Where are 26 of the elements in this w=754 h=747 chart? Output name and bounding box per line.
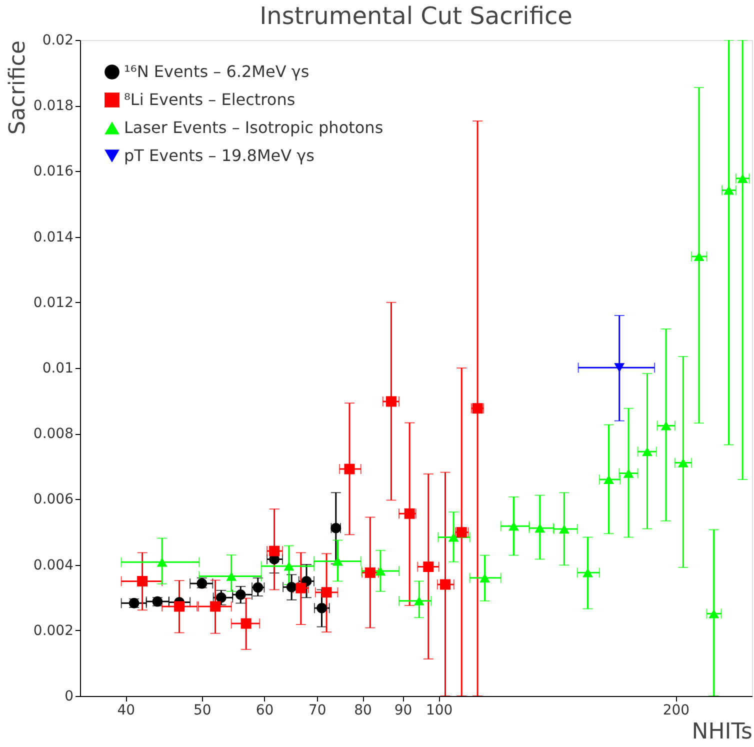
y-tick-label: 0.006 xyxy=(33,492,74,508)
legend-label: ⁸Li Events – Electrons xyxy=(124,90,296,109)
y-tick-label: 0.016 xyxy=(33,164,74,180)
x-tick-label: 70 xyxy=(308,702,326,718)
x-tick-label: 80 xyxy=(354,702,372,718)
y-tick-label: 0.002 xyxy=(33,622,74,639)
x-tick-label: 100 xyxy=(426,702,453,718)
x-axis-title: NHITs xyxy=(692,720,752,744)
x-tick-label: 60 xyxy=(256,702,274,718)
y-tick-label: 0.018 xyxy=(33,98,74,114)
y-tick-label: 0 xyxy=(64,688,74,704)
y-tick-label: 0.014 xyxy=(33,229,74,246)
legend-label: ¹⁶N Events – 6.2MeV γs xyxy=(124,62,310,81)
x-tick-label: 200 xyxy=(662,702,690,718)
y-tick-label: 0.01 xyxy=(42,360,74,376)
y-tick-label: 0.008 xyxy=(33,426,74,442)
x-tick-label: 40 xyxy=(117,702,136,718)
y-tick-label: 0.012 xyxy=(33,294,74,311)
legend-label: Laser Events – Isotropic photons xyxy=(124,118,384,137)
x-tick-label: 50 xyxy=(193,702,212,718)
chart-title: Instrumental Cut Sacrifice xyxy=(260,2,572,30)
x-tick-label: 90 xyxy=(394,702,412,718)
y-tick-label: 0.004 xyxy=(33,557,74,574)
legend-label: pT Events – 19.8MeV γs xyxy=(124,146,314,165)
y-tick-label: 0.02 xyxy=(42,32,74,48)
y-axis-title: Sacrifice xyxy=(5,40,30,135)
